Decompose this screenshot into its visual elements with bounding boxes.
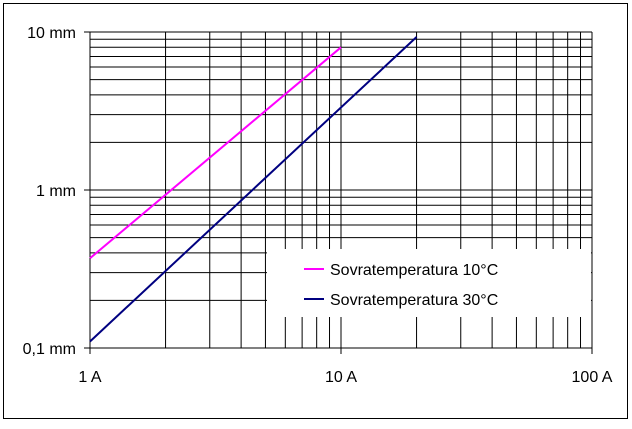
x-tick-label: 100 A: [572, 369, 613, 386]
legend-label-1: Sovratemperatura 10°C: [330, 262, 498, 279]
axes: [84, 31, 593, 354]
y-tick-label: 10 mm: [27, 25, 76, 42]
y-tick-label: 0,1 mm: [23, 341, 76, 358]
x-tick-label: 1 A: [78, 369, 101, 386]
series-line-2: [89, 36, 418, 343]
series-line-1: [89, 46, 342, 259]
chart-frame: [3, 3, 628, 419]
x-tick-label: 10 A: [325, 369, 357, 386]
legend-box: [267, 249, 591, 317]
legend: Sovratemperatura 10°C Sovratemperatura 30…: [267, 249, 591, 317]
legend-label-2: Sovratemperatura 30°C: [330, 292, 498, 309]
tick-labels: 1 A 10 A 100 A 10 mm 1 mm 0,1 mm: [23, 25, 613, 386]
series-lines: [89, 36, 418, 343]
y-tick-label: 1 mm: [36, 183, 76, 200]
